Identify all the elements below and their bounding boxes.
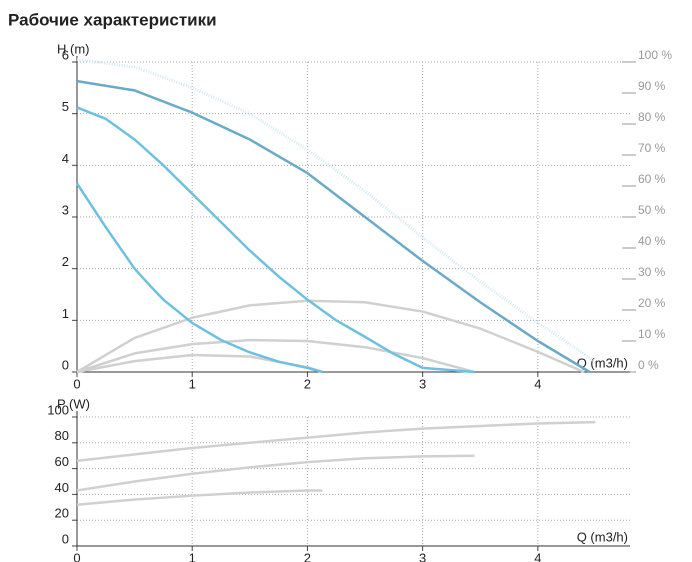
y2-tick-label: 60 % [638,172,666,186]
curve [76,57,597,363]
x-tick-label: 3 [419,550,426,562]
x-axis-label: Q (m3/h) [577,355,628,370]
y-tick-label: 2 [62,254,69,269]
y-tick-label: 3 [62,202,69,217]
x-axis-label: Q (m3/h) [577,529,628,544]
y-tick-label: 100 [47,402,69,417]
y-tick-label: 1 [62,306,69,321]
y2-tick-label: 40 % [638,234,666,248]
x-tick-label: 0 [73,376,80,391]
y-axis-label: P (W) [57,396,90,411]
curve [76,79,591,374]
x-tick-label: 2 [304,376,311,391]
x-tick-label: 2 [304,550,311,562]
y2-tick-label: 70 % [638,141,666,155]
curve [76,338,475,374]
x-tick-label: 1 [189,376,196,391]
y-tick-label: 5 [62,99,69,114]
y-tick-label: 20 [55,506,69,521]
y-tick-label: 4 [62,151,69,166]
y-tick-label: 6 [62,47,69,62]
curve [76,420,596,463]
curve [76,299,585,374]
curve [76,489,323,506]
x-tick-label: 0 [73,550,80,562]
y2-tick-label: 80 % [638,110,666,124]
curve [76,106,475,374]
y2-tick-label: 0 % [638,358,659,372]
x-tick-label: 4 [534,376,541,391]
y2-tick-label: 30 % [638,265,666,279]
curve [75,182,323,374]
y2-tick-label: 50 % [638,203,666,217]
x-tick-label: 1 [189,550,196,562]
y-tick-label: 0 [62,357,69,372]
x-tick-label: 4 [534,550,541,562]
y-tick-label: 80 [55,428,69,443]
curve [76,454,475,492]
y2-tick-label: 10 % [638,327,666,341]
y2-tick-label: 20 % [638,296,666,310]
y2-tick-label: 90 % [638,79,666,93]
y-axis-label: H (m) [57,41,90,56]
y-tick-label: 40 [55,480,69,495]
page-title: Рабочие характеристики [8,10,217,29]
y2-tick-label: 100 % [638,48,672,62]
y-tick-label: 60 [55,454,69,469]
x-tick-label: 3 [419,376,426,391]
y-tick-label: 0 [62,531,69,546]
